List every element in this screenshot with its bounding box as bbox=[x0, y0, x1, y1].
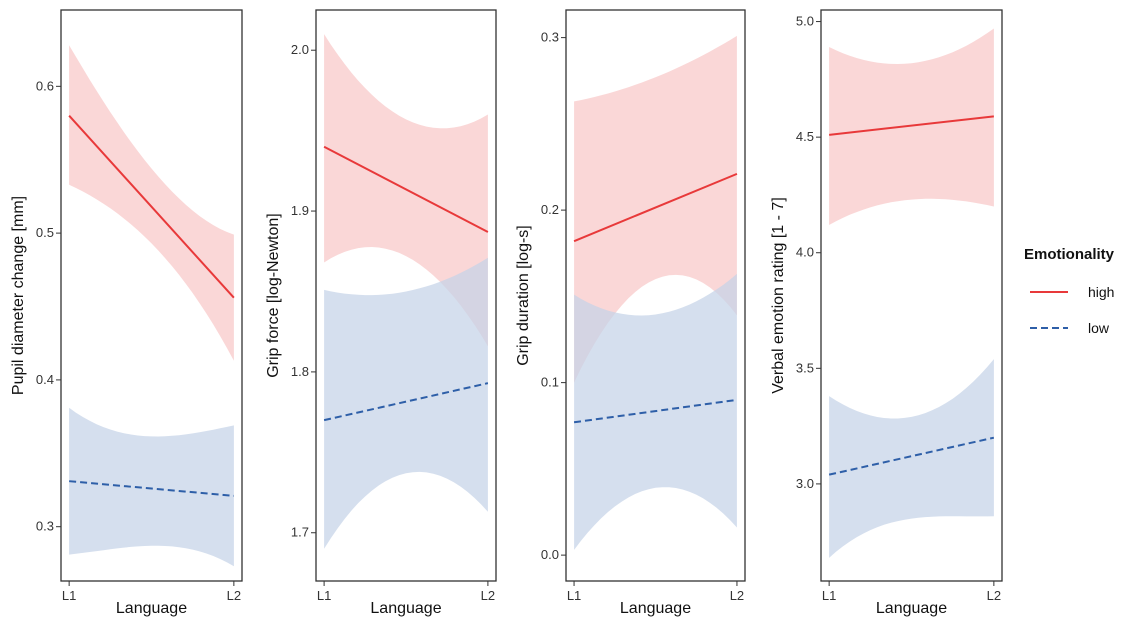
plot-area bbox=[68, 45, 235, 567]
series-line-high bbox=[829, 115, 994, 136]
y-tick-label: 5.0 bbox=[796, 14, 814, 29]
y-tick-label: 3.5 bbox=[796, 360, 814, 375]
panel-3: 0.0 0.1 0.2 0.3 L1 L2 Language Grip duration [l… bbox=[515, 9, 746, 617]
y-tick-label: 3.0 bbox=[796, 476, 814, 491]
y-tick-label: 1.7 bbox=[291, 525, 309, 540]
x-tick-label: L2 bbox=[481, 588, 495, 603]
y-tick-label: 0.2 bbox=[541, 202, 559, 217]
panel-1: 0.3 0.4 0.5 0.6 L1 L2 Language Pupil diameter c… bbox=[10, 9, 243, 617]
y-tick-label: 1.9 bbox=[291, 203, 309, 218]
x-tick-label: L2 bbox=[987, 588, 1001, 603]
legend-title: Emotionality bbox=[1024, 246, 1115, 263]
x-axis-title: Language bbox=[116, 600, 187, 617]
x-tick-label: L1 bbox=[822, 588, 836, 603]
confidence-band-high bbox=[69, 45, 234, 361]
series-line-high bbox=[573, 172, 738, 243]
legend-label-low: low bbox=[1088, 320, 1110, 336]
series-line-low bbox=[323, 382, 489, 422]
series-line-high bbox=[323, 145, 489, 233]
y-tick-label: 0.1 bbox=[541, 375, 559, 390]
confidence-band-high bbox=[574, 35, 737, 383]
confidence-band-low bbox=[829, 359, 994, 558]
y-tick-label: 4.5 bbox=[796, 129, 814, 144]
plot-area bbox=[828, 28, 995, 558]
y-tick-label: 0.4 bbox=[36, 372, 54, 387]
x-tick-label: L1 bbox=[62, 588, 76, 603]
y-axis-title: Verbal emotion rating [1 - 7] bbox=[770, 197, 787, 394]
y-axis-title: Grip duration [log-s] bbox=[515, 225, 532, 366]
panel-2: 1.7 1.8 1.9 2.0 L1 L2 Language Grip force [log-… bbox=[265, 9, 497, 617]
y-axis-title: Pupil diameter change [mm] bbox=[10, 196, 27, 395]
legend: Emotionality high low bbox=[1024, 246, 1115, 336]
x-axis-title: Language bbox=[370, 600, 441, 617]
y-tick-label: 0.5 bbox=[36, 225, 54, 240]
confidence-band-low bbox=[324, 257, 488, 549]
panel-4: 3.0 3.5 4.0 4.5 5.0 L1 L2 Language Verbal emotio… bbox=[770, 9, 1003, 617]
x-tick-label: L1 bbox=[317, 588, 331, 603]
y-axis-title: Grip force [log-Newton] bbox=[265, 213, 282, 378]
y-tick-label: 0.6 bbox=[36, 78, 54, 93]
plot-area bbox=[573, 35, 738, 550]
x-axis-title: Language bbox=[876, 600, 947, 617]
confidence-band-low bbox=[69, 407, 234, 567]
panels: 0.3 0.4 0.5 0.6 L1 L2 Language Pupil diameter c… bbox=[10, 9, 1003, 617]
confidence-band-high bbox=[829, 28, 994, 225]
x-tick-label: L1 bbox=[567, 588, 581, 603]
panel-border bbox=[60, 9, 243, 582]
y-tick-label: 0.0 bbox=[541, 547, 559, 562]
series-line-low bbox=[69, 480, 234, 497]
panel-border bbox=[820, 9, 1003, 582]
y-tick-label: 2.0 bbox=[291, 42, 309, 57]
x-tick-label: L2 bbox=[227, 588, 241, 603]
series-line-low bbox=[828, 436, 995, 476]
series-line-low bbox=[573, 398, 738, 424]
panel-border bbox=[565, 9, 746, 582]
x-tick-label: L2 bbox=[730, 588, 744, 603]
y-tick-label: 0.3 bbox=[541, 30, 559, 45]
panel-border bbox=[315, 9, 497, 582]
y-tick-label: 4.0 bbox=[796, 245, 814, 260]
plot-area bbox=[323, 34, 489, 549]
series-line-high bbox=[68, 115, 235, 299]
y-tick-label: 1.8 bbox=[291, 364, 309, 379]
x-axis-title: Language bbox=[620, 600, 691, 617]
legend-label-high: high bbox=[1088, 284, 1114, 300]
y-tick-label: 0.3 bbox=[36, 519, 54, 534]
